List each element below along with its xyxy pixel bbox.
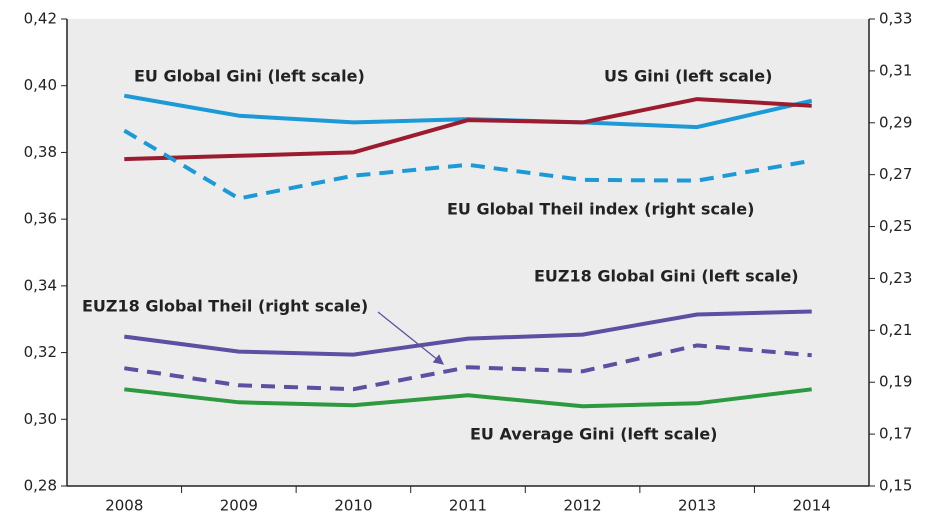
y2-tick-label: 0,23 (879, 269, 912, 287)
y2-tick-label: 0,19 (879, 373, 912, 391)
x-tick-label: 2009 (220, 497, 258, 515)
y-tick-label: 0,28 (24, 477, 57, 495)
y2-tick-label: 0,15 (879, 477, 912, 495)
y-tick-label: 0,36 (24, 210, 57, 228)
y2-tick-label: 0,17 (879, 425, 912, 443)
series-line (124, 387, 812, 409)
series-label: EUZ18 Global Gini (left scale) (534, 267, 799, 286)
series-line (124, 309, 812, 357)
plot-area (67, 19, 869, 486)
y-tick-label: 0,38 (24, 143, 57, 161)
x-tick-label: 2008 (105, 497, 143, 515)
series-label: EU Global Theil index (right scale) (447, 200, 754, 219)
y2-tick-label: 0,31 (879, 61, 912, 79)
y-tick-label: 0,42 (24, 10, 57, 28)
x-tick-label: 2011 (449, 497, 487, 515)
series-label: EUZ18 Global Theil (right scale) (82, 297, 368, 316)
y-tick-label: 0,32 (24, 343, 57, 361)
y-tick-label: 0,30 (24, 410, 57, 428)
series-line (124, 343, 812, 392)
x-tick-label: 2014 (793, 497, 831, 515)
series-label: EU Average Gini (left scale) (470, 425, 718, 444)
y-tick-label: 0,40 (24, 76, 57, 94)
annotation-arrow (377, 311, 445, 365)
y2-tick-label: 0,27 (879, 165, 912, 183)
series-label: US Gini (left scale) (604, 67, 772, 86)
y2-tick-label: 0,21 (879, 321, 912, 339)
y-tick-label: 0,34 (24, 276, 57, 294)
x-tick-label: 2013 (678, 497, 716, 515)
y2-tick-label: 0,33 (879, 10, 912, 28)
x-tick-label: 2012 (563, 497, 601, 515)
y2-tick-label: 0,25 (879, 217, 912, 235)
series-line (124, 97, 812, 162)
x-tick-label: 2010 (334, 497, 372, 515)
series-label: EU Global Gini (left scale) (134, 67, 365, 86)
y2-tick-label: 0,29 (879, 113, 912, 131)
